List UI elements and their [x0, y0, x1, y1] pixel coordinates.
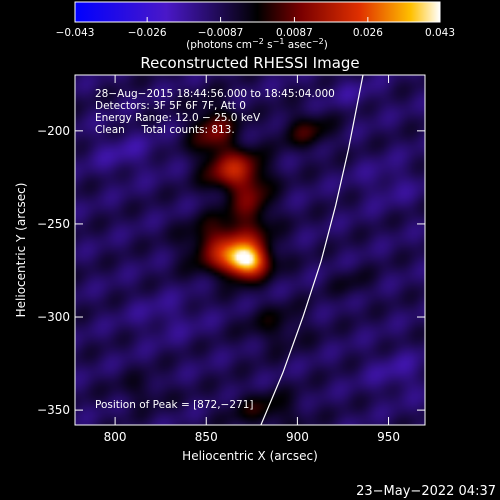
annotation-block: 28−Aug−2015 18:44:56.000 to 18:45:04.000… [95, 88, 335, 136]
y-tick-label: −200 [37, 124, 70, 138]
peak-position-label: Position of Peak = [872,−271] [95, 399, 254, 411]
heatmap-image [75, 75, 425, 425]
colorbar-tick-label: −0.043 [56, 27, 95, 39]
x-axis-label: Heliocentric X (arcsec) [182, 449, 318, 463]
colorbar-tick-label: −0.0087 [198, 27, 244, 39]
x-tick-label: 850 [195, 430, 218, 444]
colorbar-tick-label: −0.026 [128, 27, 167, 39]
y-tick-label: −350 [37, 403, 70, 417]
colorbar [74, 1, 441, 23]
y-tick-label: −300 [37, 310, 70, 324]
annotation-clean: Clean Total counts: 813. [95, 124, 235, 136]
x-tick-label: 950 [377, 430, 400, 444]
chart-title: Reconstructed RHESSI Image [140, 54, 359, 72]
colorbar-tick-label: 0.026 [353, 27, 383, 39]
solar-limb-line [260, 75, 364, 425]
annotation-energy: Energy Range: 12.0 − 25.0 keV [95, 112, 261, 124]
x-axis: 800 850 900 950 [104, 75, 400, 444]
y-tick-label: −250 [37, 217, 70, 231]
timestamp: 23−May−2022 04:37 [356, 484, 496, 499]
x-tick-label: 900 [286, 430, 309, 444]
colorbar-tick-label: 0.043 [425, 27, 455, 39]
y-axis: −200 −250 −300 −350 [37, 124, 425, 417]
plot-frame [74, 74, 426, 426]
colorbar-tick-label: 0.0087 [276, 27, 313, 39]
annotation-detectors: Detectors: 3F 5F 6F 7F, Att 0 [95, 100, 246, 112]
annotation-time-range: 28−Aug−2015 18:44:56.000 to 18:45:04.000 [95, 88, 335, 100]
colorbar-ticks: −0.043 −0.026 −0.0087 0.0087 0.026 0.043 [56, 17, 455, 39]
x-tick-label: 800 [104, 430, 127, 444]
y-axis-label: Heliocentric Y (arcsec) [14, 183, 28, 318]
colorbar-unit-label: (photons cm−2 s−1 asec−2) [186, 37, 328, 51]
